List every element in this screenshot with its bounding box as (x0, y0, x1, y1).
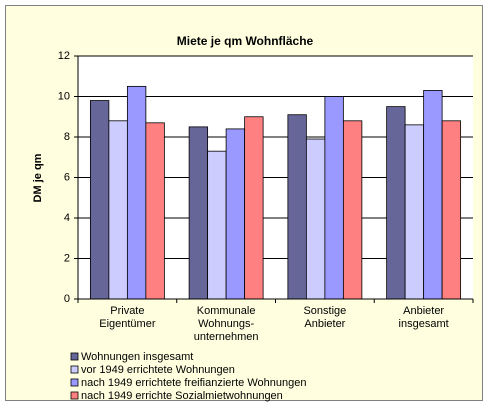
legend-label: vor 1949 errichtete Wohnungen (81, 364, 235, 376)
bar (386, 106, 406, 300)
y-tick-label: 4 (64, 212, 70, 224)
x-tick-label: Wohnungs- (198, 318, 254, 330)
x-tick-label: Anbieter (403, 305, 444, 317)
bar (305, 138, 326, 300)
legend-label: nach 1949 errichte Sozialmietwohnungen (81, 390, 283, 402)
x-tick-label: Private (110, 305, 144, 317)
bar (207, 150, 227, 300)
y-tick-label: 8 (64, 131, 70, 143)
x-tick-label: unternehmen (194, 331, 259, 343)
bar (225, 128, 246, 300)
bar (145, 122, 165, 300)
y-tick-label: 0 (64, 293, 70, 305)
x-tick-label: Kommunale (197, 305, 256, 317)
bar (244, 116, 264, 300)
x-tick-label: Anbieter (304, 318, 345, 330)
x-tick-label: insgesamt (399, 318, 449, 330)
bar (441, 120, 462, 300)
bar (108, 120, 128, 300)
bar (89, 100, 110, 300)
legend-swatch (70, 365, 79, 374)
y-tick-label: 2 (64, 252, 70, 264)
bar (423, 90, 443, 300)
bar (126, 85, 147, 300)
y-tick-label: 12 (58, 50, 70, 62)
legend-label: nach 1949 errichtete freifianzierte Wohn… (81, 377, 306, 389)
bar (324, 96, 344, 300)
chart-title: Miete je qm Wohnfläche (177, 34, 314, 48)
legend-swatch (70, 378, 79, 387)
x-tick-label: Sonstige (303, 305, 346, 317)
legend-label: Wohnungen insgesamt (81, 351, 193, 363)
bar (342, 120, 363, 300)
bar (188, 126, 209, 300)
x-tick-label: Eigentümer (99, 318, 156, 330)
bar (287, 114, 307, 300)
legend-swatch (70, 352, 79, 361)
y-tick-label: 6 (64, 171, 70, 183)
y-tick-label: 10 (58, 90, 70, 102)
bar (404, 124, 425, 300)
y-axis-title: DM je qm (32, 153, 44, 202)
legend-swatch (70, 391, 79, 400)
